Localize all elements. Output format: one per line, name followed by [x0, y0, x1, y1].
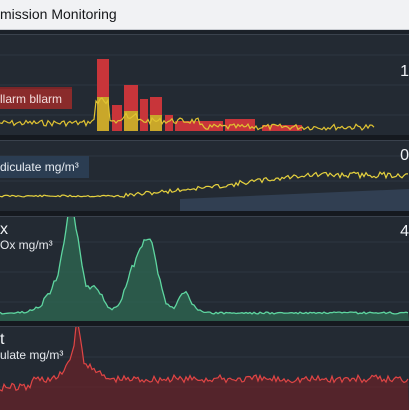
grid-lines — [0, 54, 409, 116]
particulate-value: 0 — [400, 147, 409, 164]
gas-trace — [0, 217, 409, 315]
gas-value: 4 — [400, 223, 409, 240]
red-trace — [0, 327, 409, 392]
gas-label: Ox mg/m³ — [0, 238, 53, 252]
alarm-trace — [0, 97, 375, 131]
particulate-trace — [0, 171, 409, 199]
gas-chart — [0, 217, 409, 321]
red-particulate-label-top: t — [0, 331, 5, 348]
alarm-value: 1 — [400, 63, 409, 80]
chart-panel-gas[interactable]: x Ox mg/m³ 4 — [0, 216, 409, 321]
particulate-area — [180, 189, 409, 211]
red-area — [0, 327, 409, 410]
panel-separator — [0, 321, 409, 326]
title-bar: mission Monitoring — [0, 0, 409, 30]
window-title: mission Monitoring — [0, 6, 117, 22]
alarm-bar-1 — [112, 105, 122, 131]
alarm-bar-6 — [175, 121, 223, 131]
chart-panel-particulate[interactable]: diculate mg/m³ 0 — [0, 140, 409, 211]
panel-separator — [0, 211, 409, 216]
alarm-bar-3 — [140, 99, 148, 131]
gas-area — [0, 217, 409, 321]
alarm-bar-7 — [225, 119, 255, 131]
particulate-chart — [0, 171, 409, 211]
chart-panel-particulate-red[interactable]: t ulate mg/m³ — [0, 326, 409, 410]
warn-bar-0 — [97, 97, 109, 131]
red-particulate-chart — [0, 327, 409, 410]
red-particulate-label: ulate mg/m³ — [0, 348, 64, 362]
gas-label-top: x — [0, 221, 8, 238]
chart-panel-alarm[interactable]: llarm bllarm 1 — [0, 34, 409, 135]
alarm-bar-5 — [165, 115, 173, 131]
particulate-label: diculate mg/m³ — [0, 156, 89, 178]
panel-separator — [0, 135, 409, 140]
alarm-chart — [0, 59, 375, 131]
alarm-label: llarm bllarm — [0, 89, 73, 109]
